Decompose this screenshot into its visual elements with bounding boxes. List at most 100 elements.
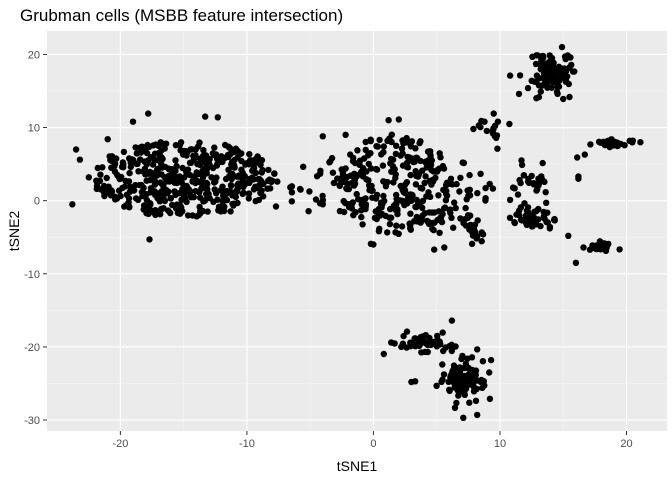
data-point bbox=[100, 182, 108, 190]
data-point bbox=[257, 189, 264, 197]
data-point bbox=[439, 329, 446, 336]
data-point bbox=[533, 207, 540, 215]
data-point bbox=[399, 137, 406, 144]
data-point bbox=[511, 185, 518, 192]
data-point bbox=[575, 175, 582, 182]
data-point bbox=[459, 352, 466, 360]
data-point bbox=[252, 169, 260, 177]
data-point bbox=[226, 144, 234, 152]
data-point bbox=[108, 157, 115, 164]
data-point bbox=[190, 173, 198, 180]
data-point bbox=[272, 203, 280, 210]
data-point bbox=[312, 196, 320, 203]
data-point bbox=[145, 110, 152, 117]
data-point bbox=[411, 218, 418, 225]
data-point bbox=[423, 339, 430, 346]
data-point bbox=[451, 404, 459, 411]
data-point bbox=[455, 364, 463, 371]
data-point bbox=[143, 196, 150, 204]
data-point bbox=[176, 141, 184, 149]
data-point bbox=[466, 186, 473, 193]
data-point bbox=[452, 204, 459, 212]
data-point bbox=[441, 204, 449, 211]
data-point bbox=[365, 177, 372, 184]
data-point bbox=[213, 190, 220, 197]
data-point bbox=[158, 147, 165, 154]
data-point bbox=[466, 399, 473, 406]
data-point bbox=[516, 72, 524, 79]
data-point bbox=[190, 194, 197, 201]
data-point bbox=[450, 365, 458, 372]
data-point bbox=[403, 163, 411, 170]
data-point bbox=[432, 174, 439, 182]
data-point bbox=[417, 184, 424, 192]
data-point bbox=[364, 152, 372, 159]
data-point bbox=[524, 84, 532, 92]
data-point bbox=[234, 185, 241, 192]
data-point bbox=[431, 209, 438, 216]
data-point bbox=[138, 181, 145, 189]
data-point bbox=[392, 171, 399, 178]
x-axis: -20 -10 0 10 20 bbox=[112, 431, 633, 450]
data-point bbox=[417, 138, 424, 145]
data-point bbox=[120, 148, 128, 156]
data-point bbox=[516, 176, 523, 184]
data-point bbox=[121, 183, 129, 190]
data-point bbox=[542, 189, 549, 196]
data-point bbox=[527, 212, 534, 219]
data-point bbox=[178, 196, 185, 204]
data-point bbox=[506, 196, 514, 204]
data-point bbox=[465, 192, 472, 199]
data-point bbox=[379, 162, 387, 169]
data-point bbox=[407, 222, 414, 229]
data-point bbox=[535, 175, 542, 182]
data-point bbox=[587, 141, 594, 148]
data-point bbox=[437, 154, 444, 161]
data-point bbox=[490, 110, 497, 117]
data-point bbox=[154, 165, 162, 172]
data-point bbox=[157, 139, 164, 146]
data-point bbox=[616, 246, 623, 253]
data-point bbox=[247, 177, 254, 185]
data-point bbox=[328, 154, 336, 162]
data-point bbox=[470, 125, 477, 133]
data-point bbox=[203, 179, 210, 187]
data-point bbox=[352, 209, 359, 216]
data-point bbox=[336, 175, 344, 183]
data-point bbox=[205, 192, 212, 200]
data-point bbox=[288, 198, 295, 205]
data-point bbox=[393, 142, 400, 149]
data-point bbox=[184, 212, 192, 219]
data-point bbox=[432, 168, 439, 175]
data-point bbox=[196, 170, 203, 177]
data-point bbox=[487, 356, 495, 364]
data-point bbox=[245, 195, 252, 202]
data-point bbox=[138, 188, 146, 196]
data-point bbox=[533, 72, 541, 79]
data-point bbox=[85, 174, 93, 181]
data-point bbox=[195, 143, 202, 150]
data-point bbox=[202, 113, 209, 120]
data-point bbox=[610, 141, 617, 148]
data-point bbox=[69, 201, 76, 208]
data-point bbox=[173, 179, 181, 187]
data-point bbox=[548, 63, 556, 70]
data-point bbox=[560, 65, 567, 72]
data-point bbox=[486, 369, 493, 376]
data-point bbox=[448, 347, 455, 355]
data-point bbox=[245, 190, 253, 197]
data-point bbox=[511, 219, 518, 226]
data-point bbox=[431, 219, 438, 226]
data-point bbox=[581, 151, 588, 158]
data-point bbox=[522, 219, 530, 226]
data-point bbox=[546, 223, 554, 231]
data-point bbox=[462, 378, 469, 386]
data-point bbox=[392, 229, 399, 236]
data-point bbox=[424, 348, 431, 356]
x-tick-label: 0 bbox=[370, 438, 376, 450]
data-point bbox=[365, 160, 372, 168]
data-point bbox=[374, 143, 382, 150]
data-point bbox=[486, 180, 493, 188]
data-point bbox=[417, 219, 424, 226]
data-point bbox=[451, 370, 459, 378]
